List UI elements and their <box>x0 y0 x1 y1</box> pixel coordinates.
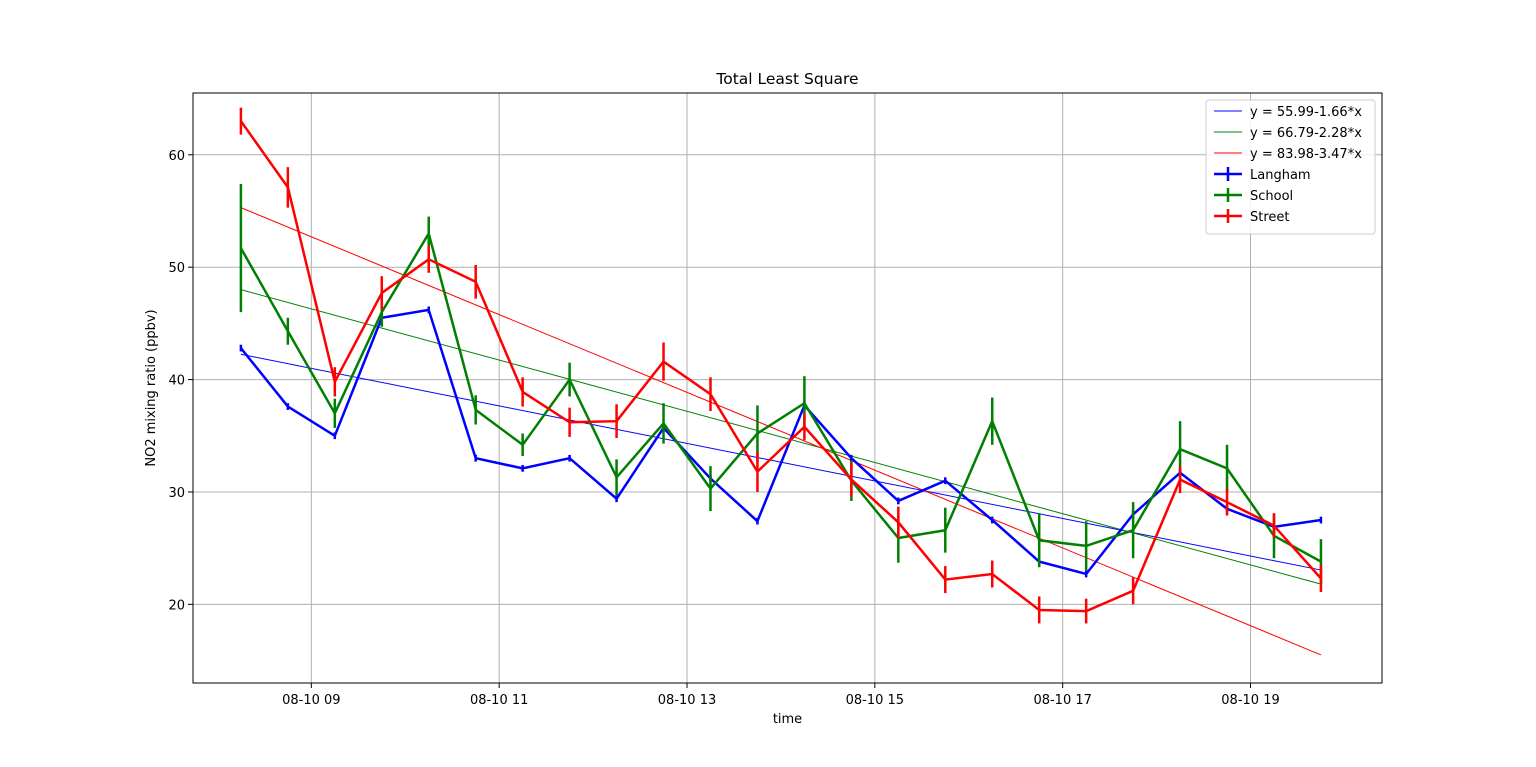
plot-frame <box>192 92 1383 684</box>
legend-box <box>1205 99 1376 235</box>
y-tick-label: 30 <box>168 486 185 501</box>
legend-label: y = 66.79-2.28*x <box>1250 126 1362 141</box>
x-tick-label: 08-10 15 <box>846 693 904 708</box>
legend-label: y = 83.98-3.47*x <box>1250 147 1362 162</box>
legend-label: y = 55.99-1.66*x <box>1250 105 1362 120</box>
fit-line <box>240 289 1322 585</box>
axis-ticks: 08-10 09 08-10 11 08-10 13 08-10 15 08-10 17… <box>168 149 1279 708</box>
x-axis-title: time <box>773 712 802 727</box>
series-line <box>239 120 1322 613</box>
y-tick-label: 60 <box>168 149 185 164</box>
y-tick-label: 20 <box>168 598 185 613</box>
legend: y = 55.99-1.66*x y = 66.79-2.28*x y = 83.9… <box>1205 99 1376 235</box>
y-axis-title: NO2 mixing ratio (ppbv) <box>144 309 159 466</box>
y-tick-label: 50 <box>168 261 185 276</box>
series-line <box>239 308 1322 576</box>
y-tick-label: 40 <box>168 374 185 389</box>
data-series <box>239 107 1323 624</box>
fit-line <box>240 207 1322 656</box>
x-tick-label: 08-10 09 <box>282 693 340 708</box>
x-tick-label: 08-10 19 <box>1221 693 1279 708</box>
legend-label: Street <box>1250 210 1290 225</box>
series-street <box>239 107 1323 624</box>
grid-lines <box>193 93 1382 683</box>
x-tick-label: 08-10 11 <box>470 693 528 708</box>
chart-title: Total Least Square <box>715 70 858 88</box>
x-tick-label: 08-10 17 <box>1033 693 1091 708</box>
series-line <box>239 230 1322 563</box>
legend-label: School <box>1250 189 1293 204</box>
x-tick-label: 08-10 13 <box>658 693 716 708</box>
legend-label: Langham <box>1250 168 1311 183</box>
